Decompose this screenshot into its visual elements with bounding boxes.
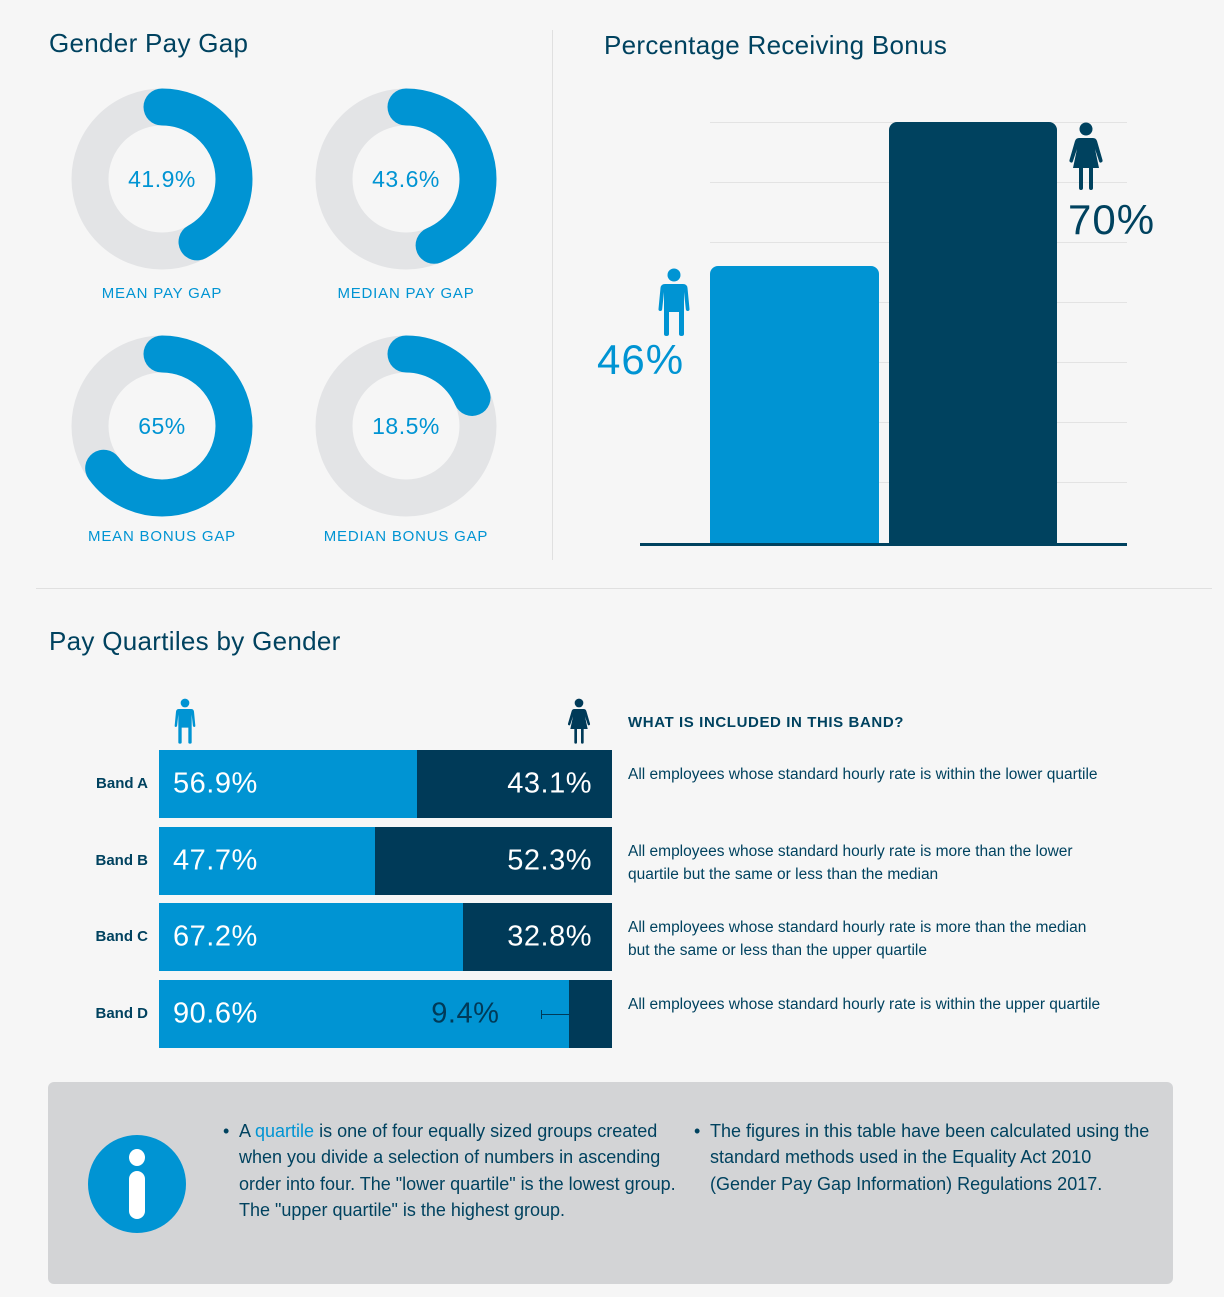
male-percentage: 47.7%	[173, 844, 258, 877]
band-label: Band C	[95, 928, 149, 945]
leader-line	[541, 1010, 570, 1019]
male-bonus-bar	[710, 266, 879, 544]
donut-arc	[71, 88, 253, 270]
donut-median-pay-gap: 43.6%	[314, 87, 498, 271]
female-percentage: 32.8%	[507, 920, 592, 953]
vertical-divider	[552, 30, 553, 560]
pay-quartiles-title: Pay Quartiles by Gender	[49, 626, 341, 656]
female-segment: 52.3%	[375, 827, 612, 895]
male-bonus-value: 46%	[597, 336, 685, 383]
band-label: Band A	[96, 775, 148, 792]
male-icon	[658, 268, 690, 336]
donut-value: 65%	[138, 412, 186, 439]
band-description: All employees whose standard hourly rate…	[628, 843, 1073, 883]
quartile-bar: 67.2% 32.8%	[159, 903, 612, 971]
band-description-heading: WHAT IS INCLUDED IN THIS BAND?	[628, 714, 905, 731]
band-description: All employees whose standard hourly rate…	[628, 996, 1101, 1013]
male-segment: 90.6% 9.4%	[159, 980, 570, 1048]
gender-pay-gap-title: Gender Pay Gap	[49, 28, 249, 58]
donut-arc	[71, 335, 253, 517]
female-segment	[569, 980, 612, 1048]
male-segment: 67.2%	[159, 903, 464, 971]
methodology-note: • The figures in this table have been ca…	[694, 1118, 1150, 1197]
bullet: •	[223, 1121, 230, 1141]
male-legend-icon	[174, 698, 196, 744]
quartile-bar: 56.9% 43.1%	[159, 750, 612, 818]
info-icon	[88, 1135, 186, 1233]
female-percentage: 52.3%	[507, 844, 592, 877]
quartile-bar: 47.7% 52.3%	[159, 827, 612, 895]
quartile-definition: • A quartile is one of four equally size…	[223, 1118, 679, 1223]
female-bonus-value: 70%	[1068, 196, 1156, 243]
bonus-chart-title: Percentage Receiving Bonus	[604, 30, 948, 60]
donut-value: 43.6%	[372, 165, 440, 192]
quartile-bar: 90.6% 9.4%	[159, 980, 612, 1048]
donut-ring	[315, 88, 497, 270]
donut-label: MEAN PAY GAP	[101, 285, 223, 302]
donut-ring	[315, 335, 497, 517]
donut-mean-pay-gap: 41.9%	[70, 87, 254, 271]
donut-label: MEDIAN BONUS GAP	[323, 528, 489, 545]
donut-arc	[315, 335, 497, 517]
donut-label: MEAN BONUS GAP	[88, 528, 236, 545]
donut-ring	[71, 335, 253, 517]
female-icon	[1069, 122, 1103, 190]
info-box: • A quartile is one of four equally size…	[48, 1082, 1173, 1284]
male-percentage: 56.9%	[173, 767, 258, 800]
donut-ring	[71, 88, 253, 270]
female-segment: 43.1%	[416, 750, 612, 818]
band-description: All employees whose standard hourly rate…	[628, 766, 1098, 783]
donut-arc	[315, 88, 497, 270]
female-segment: 32.8%	[463, 903, 612, 971]
band-label: Band B	[95, 852, 149, 869]
bullet: •	[694, 1121, 701, 1141]
band-label: Band D	[95, 1005, 149, 1022]
band-description: All employees whose standard hourly rate…	[628, 919, 1087, 959]
female-percentage: 43.1%	[507, 767, 592, 800]
x-axis-line	[640, 543, 1127, 546]
male-segment: 47.7%	[159, 827, 376, 895]
donut-mean-bonus-gap: 65%	[70, 334, 254, 518]
quartile-keyword: quartile	[255, 1121, 315, 1141]
donut-value: 41.9%	[128, 165, 196, 192]
male-segment: 56.9%	[159, 750, 417, 818]
female-percentage: 9.4%	[431, 997, 500, 1030]
donut-value: 18.5%	[372, 412, 440, 439]
donut-median-bonus-gap: 18.5%	[314, 334, 498, 518]
female-bonus-bar	[889, 122, 1057, 544]
female-legend-icon	[567, 698, 591, 744]
horizontal-divider	[36, 588, 1212, 589]
donut-label: MEDIAN PAY GAP	[337, 285, 475, 302]
male-percentage: 67.2%	[173, 920, 258, 953]
male-percentage: 90.6%	[173, 997, 258, 1030]
